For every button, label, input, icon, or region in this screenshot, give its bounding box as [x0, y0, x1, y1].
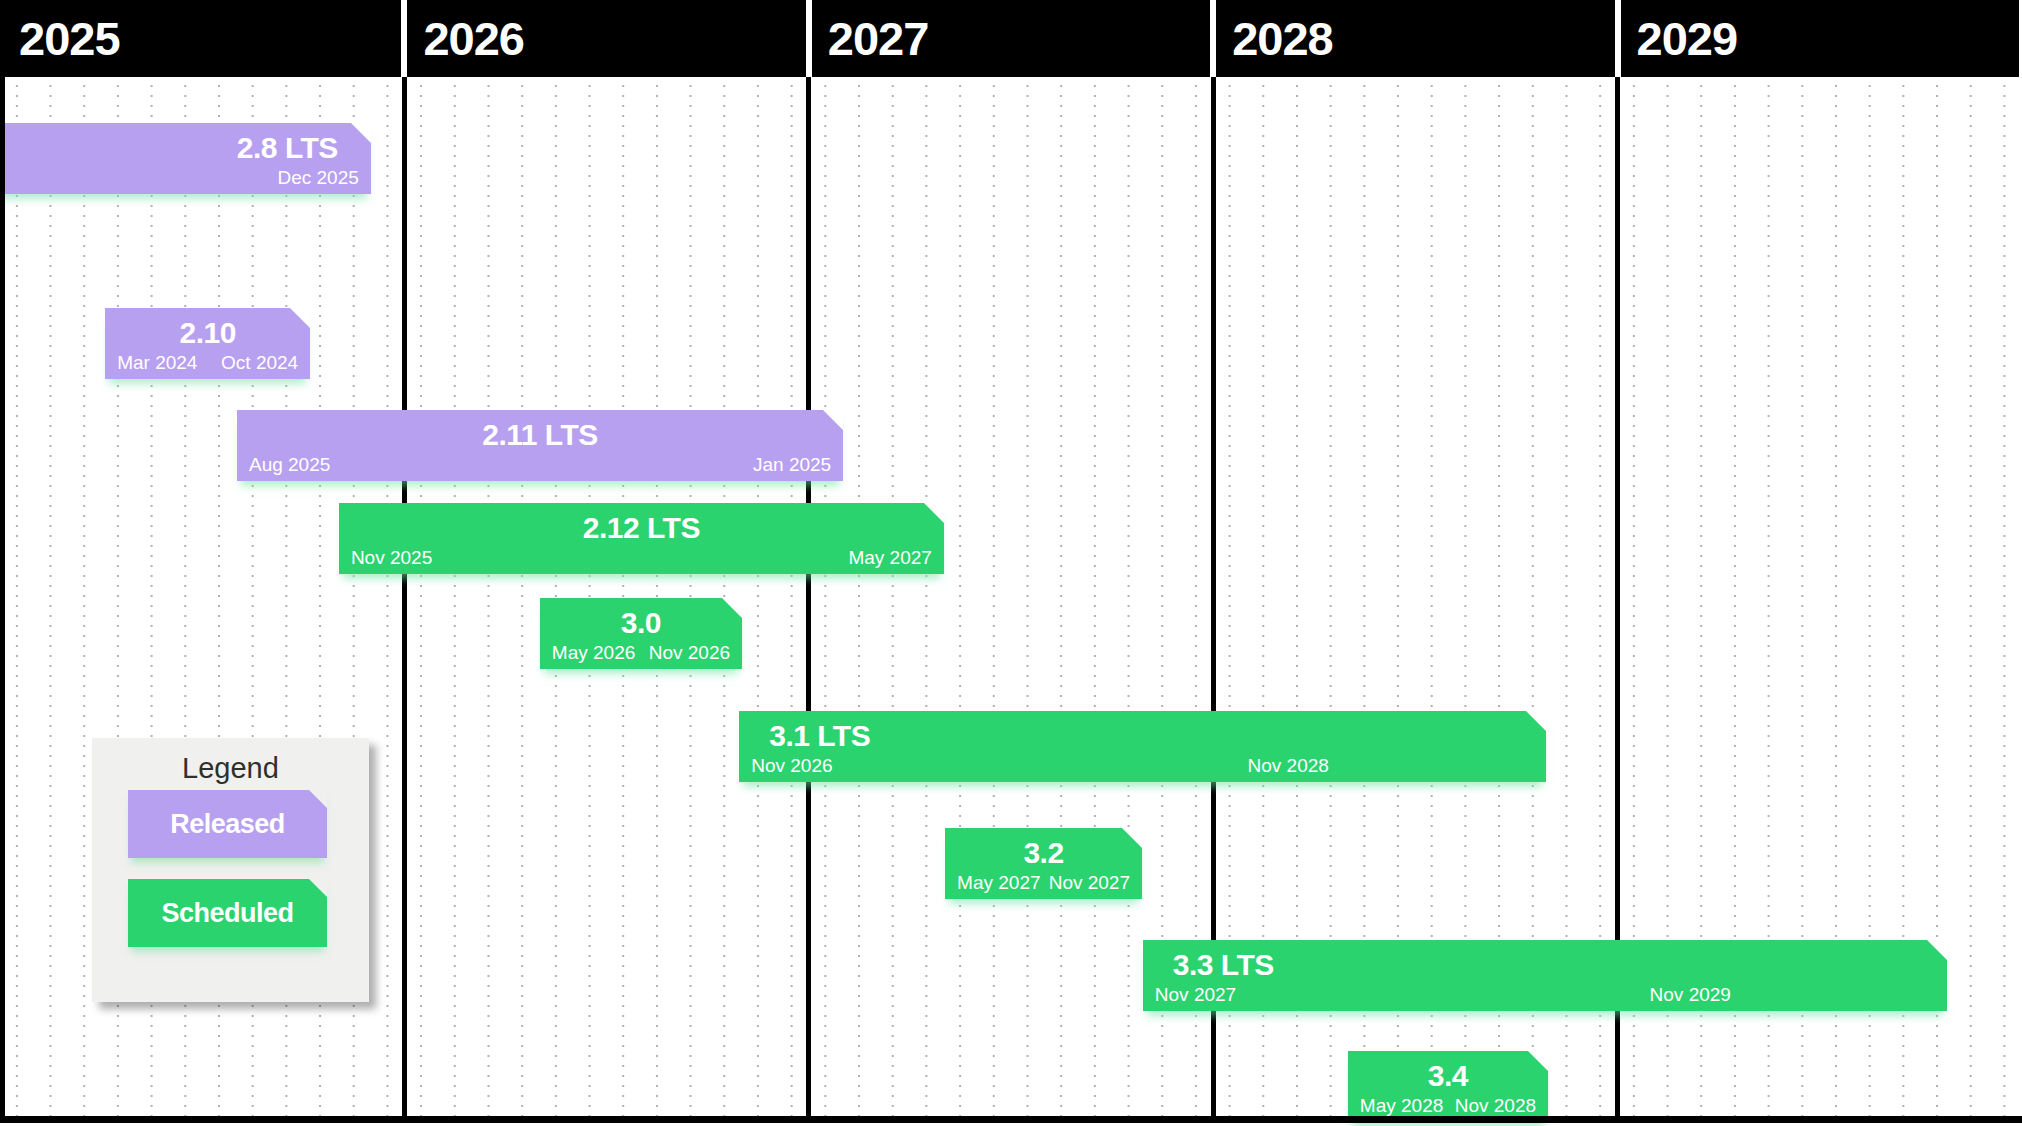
year-label: 2026 [407, 0, 805, 62]
bar-version-label: 2.11 LTS [237, 418, 843, 451]
legend-chip-label: Released [170, 809, 285, 840]
folded-corner-notch [1526, 711, 1546, 731]
year-header-2029: 2029 [1621, 0, 2019, 77]
year-gridline [806, 77, 811, 1116]
chart-left-border [0, 0, 5, 1123]
bar-end-date: Dec 2025 [277, 168, 358, 187]
bar-end-date: Nov 2029 [1650, 985, 1731, 1004]
legend: Legend Released Scheduled [92, 738, 369, 1002]
bar-end-date: Nov 2028 [1248, 756, 1329, 775]
release-bar-3-4: 3.4 May 2028 Nov 2028 [1348, 1051, 1548, 1122]
release-bar-2-8-lts: 2.8 LTS Dec 2025 [0, 123, 371, 194]
bar-end-date: Nov 2026 [649, 643, 730, 662]
year-header-2026: 2026 [407, 0, 805, 77]
bar-start-date: Nov 2027 [1155, 985, 1236, 1004]
bar-start-date: May 2026 [552, 643, 635, 662]
release-timeline-chart: 20252026202720282029 2.8 LTS Dec 2025 2.10… [0, 0, 2022, 1126]
year-label: 2025 [3, 0, 401, 62]
release-bar-3-0: 3.0 May 2026 Nov 2026 [540, 598, 742, 669]
bar-start-date: Mar 2024 [117, 353, 197, 372]
folded-corner-notch [1927, 940, 1947, 960]
folded-corner-notch [309, 879, 327, 897]
legend-chip-label: Scheduled [161, 898, 293, 929]
bar-end-date: May 2027 [848, 548, 931, 567]
bar-version-label: 3.3 LTS [1173, 948, 1274, 981]
year-label: 2029 [1621, 0, 2019, 62]
release-bar-3-2: 3.2 May 2027 Nov 2027 [945, 828, 1142, 899]
bar-start-date: Nov 2026 [751, 756, 832, 775]
year-label: 2028 [1216, 0, 1614, 62]
bar-start-date: Nov 2025 [351, 548, 432, 567]
release-bar-2-11-lts: 2.11 LTS Aug 2025 Jan 2025 [237, 410, 843, 481]
year-header-2028: 2028 [1216, 0, 1614, 77]
bar-version-label: 3.2 [945, 836, 1142, 869]
bar-end-date: Jan 2025 [753, 455, 831, 474]
bar-version-label: 3.0 [540, 606, 742, 639]
bar-version-label: 2.10 [105, 316, 310, 349]
folded-corner-notch [351, 123, 371, 143]
legend-chip-scheduled: Scheduled [128, 879, 327, 947]
year-header-2025: 2025 [3, 0, 401, 77]
release-bar-3-3-lts: 3.3 LTS Nov 2027 Nov 2029 [1143, 940, 1947, 1011]
bar-version-label: 2.8 LTS [237, 131, 338, 164]
bar-end-date: Nov 2027 [1049, 873, 1130, 892]
bar-version-label: 2.12 LTS [339, 511, 944, 544]
release-bar-2-10: 2.10 Mar 2024 Oct 2024 [105, 308, 310, 379]
bar-version-label: 3.4 [1348, 1059, 1548, 1092]
release-bar-2-12-lts: 2.12 LTS Nov 2025 May 2027 [339, 503, 944, 574]
folded-corner-notch [309, 790, 327, 808]
bar-end-date: Nov 2028 [1455, 1096, 1536, 1115]
year-header-2027: 2027 [812, 0, 1210, 77]
year-gridline [402, 77, 407, 1116]
legend-title: Legend [92, 752, 369, 785]
bar-version-label: 3.1 LTS [769, 719, 870, 752]
bar-end-date: Oct 2024 [221, 353, 298, 372]
bar-start-date: May 2027 [957, 873, 1040, 892]
legend-chip-released: Released [128, 790, 327, 858]
release-bar-3-1-lts: 3.1 LTS Nov 2026 Nov 2028 [739, 711, 1546, 782]
chart-bottom-border [0, 1116, 2022, 1123]
bar-start-date: Aug 2025 [249, 455, 330, 474]
year-label: 2027 [812, 0, 1210, 62]
bar-start-date: May 2028 [1360, 1096, 1443, 1115]
